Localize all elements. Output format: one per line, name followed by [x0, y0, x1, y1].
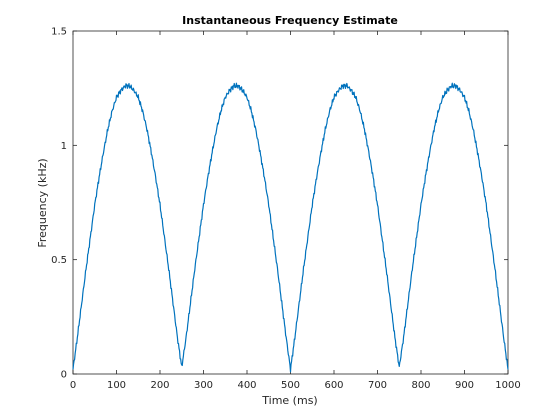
x-tick-label: 900 — [455, 380, 474, 391]
x-tick-label: 700 — [368, 380, 387, 391]
x-axis-title: Time (ms) — [261, 394, 317, 407]
x-tick-label: 1000 — [495, 380, 520, 391]
x-tick-label: 400 — [237, 380, 256, 391]
axes-box — [72, 30, 509, 375]
y-tick-label: 1 — [61, 141, 67, 152]
plot-area: 0 100 200 300 400 500 600 700 800 900 1000 0 0.5 1 1.5 — [51, 27, 521, 392]
chart-title: Instantaneous Frequency Estimate — [182, 14, 398, 27]
x-tick-label: 0 — [70, 380, 76, 391]
x-tick-label: 500 — [281, 380, 300, 391]
y-axis-title: Frequency (kHz) — [36, 158, 49, 247]
x-tick-label: 800 — [411, 380, 430, 391]
y-tick-label: 0.5 — [51, 255, 67, 266]
x-tick-label: 100 — [107, 380, 126, 391]
x-tick-label: 200 — [150, 380, 169, 391]
series-line-1 — [72, 82, 509, 373]
x-tick-label: 600 — [324, 380, 343, 391]
y-tick-label: 1.5 — [51, 27, 67, 38]
y-tick-label: 0 — [61, 370, 67, 381]
x-tick-label: 300 — [194, 380, 213, 391]
